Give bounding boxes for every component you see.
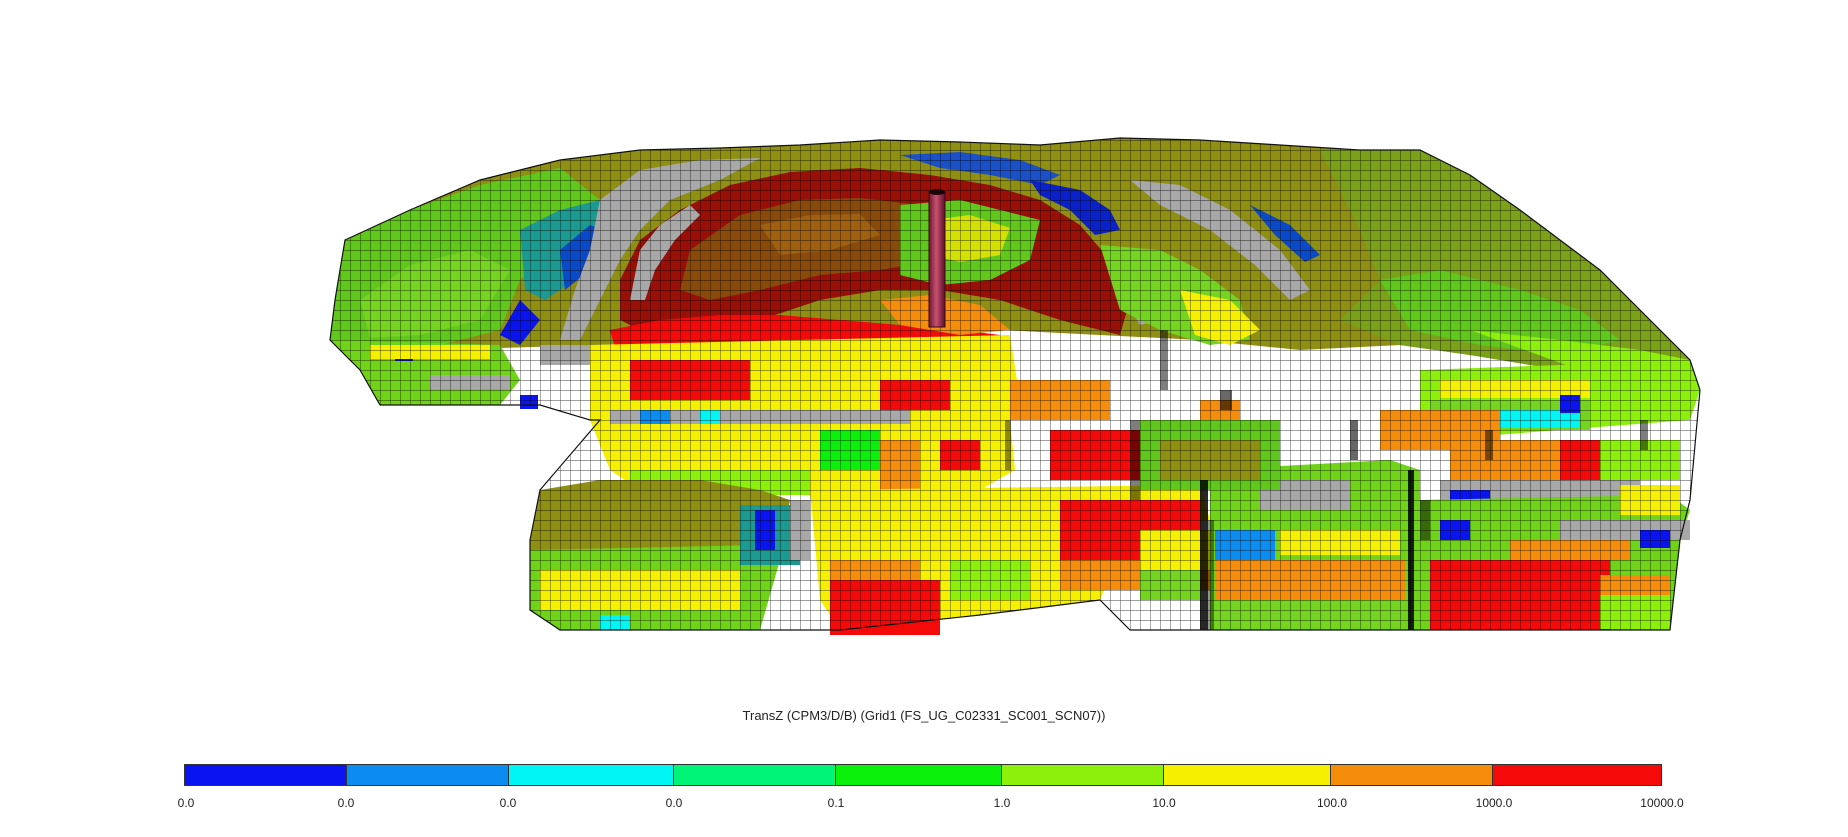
well-marker[interactable] [928,189,946,328]
legend-color-swatch [508,765,675,785]
legend-tick-label: 10.0 [1152,796,1176,810]
legend-color-swatch [346,765,509,785]
legend-tick-label: 0.0 [499,796,517,810]
legend-tick-label: 100.0 [1316,796,1348,810]
legend-color-swatch [1493,765,1661,785]
legend-color-swatch [1001,765,1164,785]
legend-color-swatch [185,765,347,785]
legend-tick-label: 0.0 [337,796,355,810]
property-title: TransZ (CPM3/D/B) (Grid1 (FS_UG_C02331_S… [742,708,1106,723]
legend-color-swatch [836,765,1002,785]
legend-color-swatch [674,765,837,785]
legend-tick-label: 1.0 [993,796,1011,810]
legend-tick-label: 0.0 [665,796,683,810]
color-legend-bar [184,764,1662,786]
grid-outline [329,137,1701,631]
legend-tick-label: 0.0 [177,796,195,810]
grid-cell-lines [330,138,1700,630]
reservoir-grid-3d-view[interactable] [0,0,1848,700]
legend-color-swatch [1163,765,1332,785]
legend-tick-label: 0.1 [827,796,845,810]
legend-tick-label: 10000.0 [1640,796,1684,810]
legend-tick-label: 1000.0 [1475,796,1513,810]
legend-color-swatch [1331,765,1494,785]
